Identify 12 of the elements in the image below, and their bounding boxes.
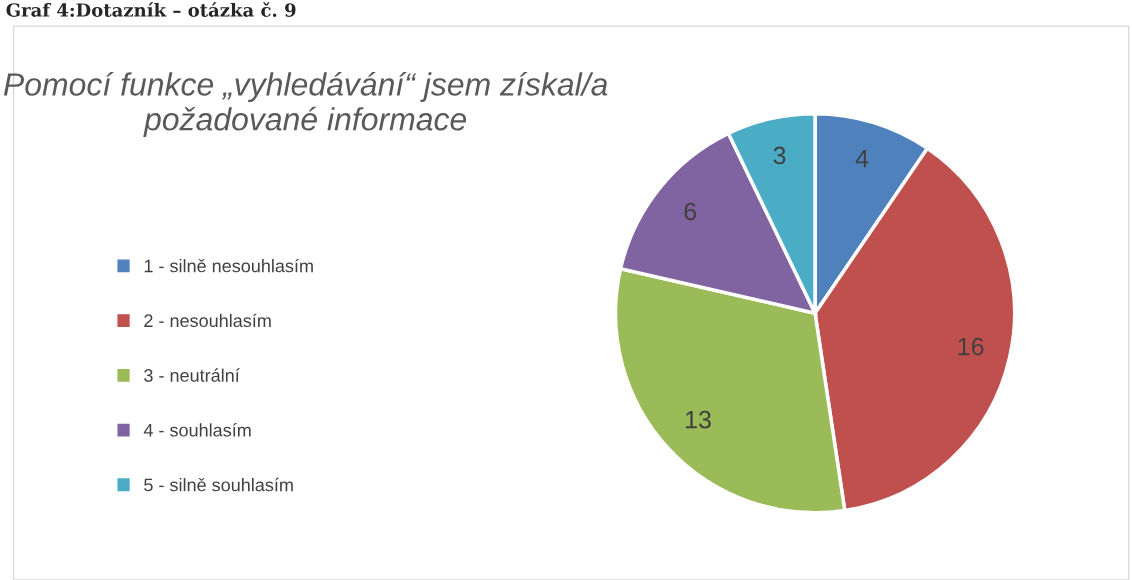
- data-label: 4: [855, 149, 869, 168]
- data-label: 13: [686, 410, 711, 429]
- legend-label: 5 - silně souhlasím: [144, 477, 293, 492]
- legend-label: 2 - nesouhlasím: [144, 313, 271, 328]
- legend-label: 4 - souhlasím: [143, 423, 251, 437]
- data-label: 6: [684, 202, 697, 221]
- legend-label: 1 - silně nesouhlasím: [144, 258, 313, 273]
- legend-label: 3 - neutrální: [144, 368, 240, 382]
- data-label: 3: [773, 146, 786, 165]
- data-label: 16: [958, 337, 984, 356]
- chart-title: Pomocí funkce „vyhledávání“ jsem získal/a požadované informace: [3, 71, 608, 137]
- text: Graf 4:Dotazník – otázka č. 9: [6, 2, 296, 17]
